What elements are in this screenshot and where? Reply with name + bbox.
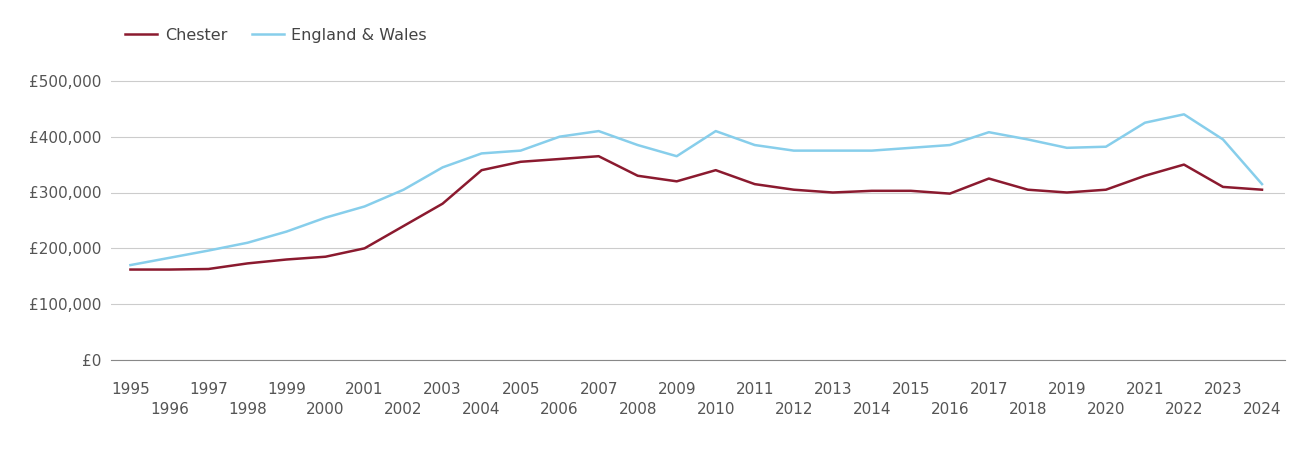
England & Wales <box>240 240 256 245</box>
Text: 2014: 2014 <box>852 402 891 417</box>
England & Wales <box>435 165 450 170</box>
Chester <box>1254 187 1270 193</box>
Chester <box>201 266 217 272</box>
Chester <box>1021 187 1036 193</box>
Text: 2023: 2023 <box>1203 382 1242 397</box>
Chester <box>903 188 919 194</box>
Text: 2006: 2006 <box>540 402 579 417</box>
England & Wales <box>356 204 372 209</box>
England & Wales <box>201 248 217 253</box>
Chester <box>825 190 840 195</box>
Text: 2012: 2012 <box>775 402 813 417</box>
Text: 2019: 2019 <box>1048 382 1086 397</box>
Text: 2008: 2008 <box>619 402 656 417</box>
Legend: Chester, England & Wales: Chester, England & Wales <box>119 21 433 49</box>
Text: 1998: 1998 <box>228 402 266 417</box>
Chester <box>123 267 138 272</box>
Line: Chester: Chester <box>130 156 1262 270</box>
Text: 2022: 2022 <box>1165 402 1203 417</box>
England & Wales <box>942 142 958 148</box>
Text: 1997: 1997 <box>189 382 228 397</box>
Text: 2007: 2007 <box>579 382 619 397</box>
Chester <box>746 181 762 187</box>
England & Wales <box>1137 120 1152 126</box>
Chester <box>474 167 489 173</box>
England & Wales <box>513 148 529 153</box>
England & Wales <box>864 148 880 153</box>
Text: 2024: 2024 <box>1242 402 1282 417</box>
England & Wales <box>669 153 685 159</box>
Text: 1999: 1999 <box>268 382 305 397</box>
England & Wales <box>474 151 489 156</box>
England & Wales <box>279 229 295 234</box>
England & Wales <box>746 142 762 148</box>
England & Wales <box>1254 181 1270 187</box>
England & Wales <box>552 134 568 140</box>
Text: 2009: 2009 <box>658 382 696 397</box>
Text: 2002: 2002 <box>385 402 423 417</box>
Chester <box>707 167 723 173</box>
Text: 2017: 2017 <box>970 382 1009 397</box>
England & Wales <box>1060 145 1075 151</box>
Chester <box>630 173 646 179</box>
Text: 2016: 2016 <box>930 402 970 417</box>
Chester <box>1215 184 1231 189</box>
England & Wales <box>162 255 177 261</box>
England & Wales <box>123 262 138 268</box>
Chester <box>1060 190 1075 195</box>
England & Wales <box>591 128 607 134</box>
Chester <box>162 267 177 272</box>
England & Wales <box>1021 137 1036 142</box>
England & Wales <box>1215 137 1231 142</box>
Chester <box>864 188 880 194</box>
England & Wales <box>981 130 997 135</box>
Chester <box>981 176 997 181</box>
England & Wales <box>707 128 723 134</box>
Chester <box>591 153 607 159</box>
Text: 2003: 2003 <box>423 382 462 397</box>
England & Wales <box>825 148 840 153</box>
Chester <box>1098 187 1113 193</box>
Line: England & Wales: England & Wales <box>130 114 1262 265</box>
Chester <box>356 246 372 251</box>
Text: 2005: 2005 <box>501 382 540 397</box>
England & Wales <box>1098 144 1113 149</box>
Chester <box>786 187 801 193</box>
Text: 2001: 2001 <box>346 382 384 397</box>
Text: 2018: 2018 <box>1009 402 1047 417</box>
Chester <box>435 201 450 207</box>
England & Wales <box>786 148 801 153</box>
Chester <box>395 223 411 229</box>
Text: 2000: 2000 <box>307 402 345 417</box>
Text: 2020: 2020 <box>1087 402 1125 417</box>
Text: 2011: 2011 <box>736 382 774 397</box>
Chester <box>513 159 529 165</box>
Chester <box>942 191 958 196</box>
Chester <box>279 257 295 262</box>
Chester <box>552 156 568 162</box>
Text: 2015: 2015 <box>891 382 930 397</box>
Text: 1996: 1996 <box>150 402 189 417</box>
England & Wales <box>630 142 646 148</box>
England & Wales <box>903 145 919 151</box>
Text: 2013: 2013 <box>813 382 852 397</box>
England & Wales <box>395 187 411 193</box>
Chester <box>1137 173 1152 179</box>
Text: 2010: 2010 <box>697 402 735 417</box>
Chester <box>1176 162 1191 167</box>
Chester <box>240 261 256 266</box>
England & Wales <box>1176 112 1191 117</box>
Chester <box>669 179 685 184</box>
England & Wales <box>317 215 333 220</box>
Text: 2021: 2021 <box>1126 382 1164 397</box>
Text: 1995: 1995 <box>111 382 150 397</box>
Chester <box>317 254 333 259</box>
Text: 2004: 2004 <box>462 402 501 417</box>
